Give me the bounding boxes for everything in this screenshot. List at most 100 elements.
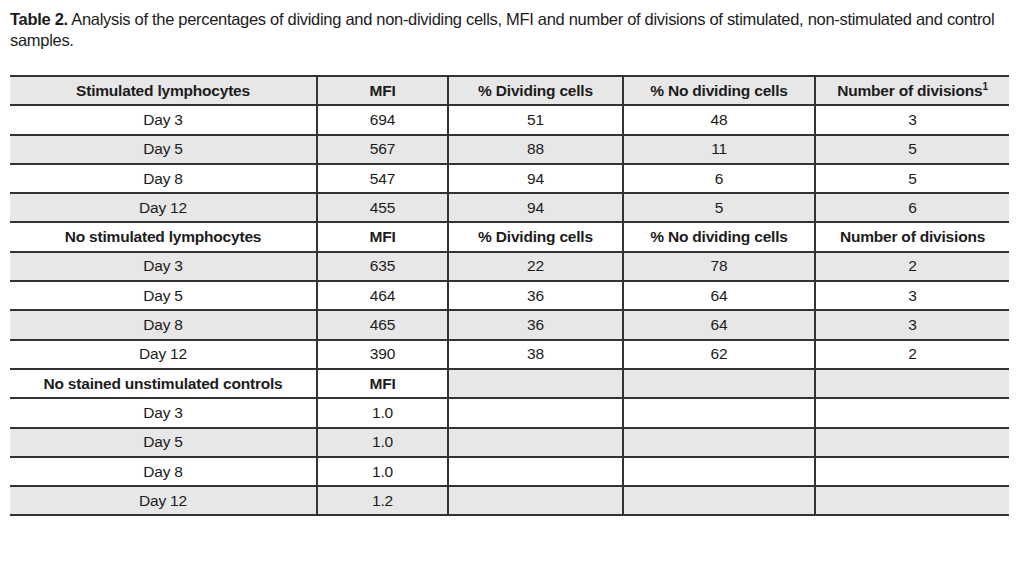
cell-text: Number of divisions xyxy=(840,228,985,245)
cell-text: MFI xyxy=(369,375,395,392)
data-cell xyxy=(448,486,623,515)
data-cell: 465 xyxy=(317,310,448,339)
table-row: Day 556788115 xyxy=(10,135,1009,164)
data-cell: 1.0 xyxy=(317,457,448,486)
cell-text: 48 xyxy=(711,111,728,128)
data-cell: Day 12 xyxy=(10,486,317,515)
data-cell: 36 xyxy=(448,281,623,310)
cell-text: % Dividing cells xyxy=(478,228,593,245)
cell-text: 3 xyxy=(908,287,916,304)
data-cell: Day 5 xyxy=(10,428,317,457)
data-cell: 94 xyxy=(448,164,623,193)
data-cell: 3 xyxy=(815,105,1009,134)
cell-text: Day 3 xyxy=(143,257,183,274)
data-cell: 464 xyxy=(317,281,448,310)
cell-text: 64 xyxy=(711,287,728,304)
data-cell: Day 3 xyxy=(10,105,317,134)
data-cell: 5 xyxy=(815,135,1009,164)
data-cell: 5 xyxy=(623,193,815,222)
cell-text: 635 xyxy=(370,257,395,274)
table-row: Day 124559456 xyxy=(10,193,1009,222)
data-cell xyxy=(815,486,1009,515)
data-cell: 455 xyxy=(317,193,448,222)
cell-text: 36 xyxy=(527,316,544,333)
data-cell: 694 xyxy=(317,105,448,134)
data-cell xyxy=(815,398,1009,427)
data-cell: Day 5 xyxy=(10,135,317,164)
cell-text: 694 xyxy=(370,111,395,128)
cell-text: 2 xyxy=(908,345,916,362)
table-row: Day 12 1.2 xyxy=(10,486,1009,515)
cell-text: Stimulated lymphocytes xyxy=(76,82,250,99)
table-row: Day 369451483 xyxy=(10,105,1009,134)
data-cell: 3 xyxy=(815,281,1009,310)
data-cell: 64 xyxy=(623,310,815,339)
data-cell: 547 xyxy=(317,164,448,193)
cell-text: Day 5 xyxy=(143,287,183,304)
data-cell xyxy=(623,428,815,457)
cell-text: 36 xyxy=(527,287,544,304)
cell-text: Day 12 xyxy=(139,345,187,362)
cell-text: 2 xyxy=(908,257,916,274)
data-cell: 94 xyxy=(448,193,623,222)
section-header-row: Stimulated lymphocytes MFI % Dividing cell… xyxy=(10,76,1009,105)
cell-text: Day 8 xyxy=(143,316,183,333)
data-cell xyxy=(623,486,815,515)
cell-text: Day 12 xyxy=(139,492,187,509)
cell-text: 6 xyxy=(908,199,916,216)
table-row: Day 854794 6 5 xyxy=(10,164,1009,193)
header-cell: Stimulated lymphocytes xyxy=(10,76,317,105)
cell-text: 78 xyxy=(711,257,728,274)
data-cell: 1.2 xyxy=(317,486,448,515)
cell-text: Day 3 xyxy=(143,111,183,128)
cell-text: % No dividing cells xyxy=(650,82,787,99)
data-cell: 2 xyxy=(815,340,1009,369)
table-caption: Table 2. Analysis of the percentages of … xyxy=(10,9,1010,50)
data-cell xyxy=(815,428,1009,457)
data-cell: 78 xyxy=(623,252,815,281)
header-cell: MFI xyxy=(317,76,448,105)
data-cell: Day 12 xyxy=(10,340,317,369)
cell-text: MFI xyxy=(369,228,395,245)
header-cell: MFI xyxy=(317,222,448,251)
data-cell: 38 xyxy=(448,340,623,369)
header-cell: Number of divisions xyxy=(815,222,1009,251)
data-cell xyxy=(448,457,623,486)
data-cell: Day 8 xyxy=(10,457,317,486)
table-row: Day 51.0 xyxy=(10,428,1009,457)
table-row: Day 5 464 36 64 3 xyxy=(10,281,1009,310)
data-cell: 6 xyxy=(815,193,1009,222)
cell-text: 1.0 xyxy=(372,463,393,480)
cell-text: Day 8 xyxy=(143,463,183,480)
data-cell: Day 8 xyxy=(10,164,317,193)
cell-text: 567 xyxy=(370,140,395,157)
section-header-row: No stained unstimulated controlsMFI xyxy=(10,369,1009,398)
cell-text: % Dividing cells xyxy=(478,82,593,99)
data-cell: 48 xyxy=(623,105,815,134)
cell-text: 1.2 xyxy=(372,492,393,509)
data-cell: 2 xyxy=(815,252,1009,281)
table-row: Day 1239038622 xyxy=(10,340,1009,369)
data-cell xyxy=(623,457,815,486)
cell-text: MFI xyxy=(369,82,395,99)
header-cell xyxy=(448,369,623,398)
cell-text: 3 xyxy=(908,111,916,128)
caption-label: Table 2. xyxy=(10,10,68,28)
cell-text: Day 5 xyxy=(143,140,183,157)
cell-text: 11 xyxy=(711,140,727,157)
cell-text: 62 xyxy=(711,345,728,362)
data-cell: 1.0 xyxy=(317,428,448,457)
data-cell: 567 xyxy=(317,135,448,164)
data-cell: 36 xyxy=(448,310,623,339)
header-cell: % No dividing cells xyxy=(623,76,815,105)
cell-text: 464 xyxy=(370,287,395,304)
cell-text: 94 xyxy=(527,199,544,216)
section-header-row: No stimulated lymphocytesMFI% Dividing c… xyxy=(10,222,1009,251)
cell-text: 64 xyxy=(711,316,728,333)
data-cell: 635 xyxy=(317,252,448,281)
cell-text: 5 xyxy=(715,199,723,216)
cell-text: 6 xyxy=(715,170,723,187)
data-cell: 5 xyxy=(815,164,1009,193)
data-cell xyxy=(448,428,623,457)
header-cell: Number of divisions1 xyxy=(815,76,1009,105)
